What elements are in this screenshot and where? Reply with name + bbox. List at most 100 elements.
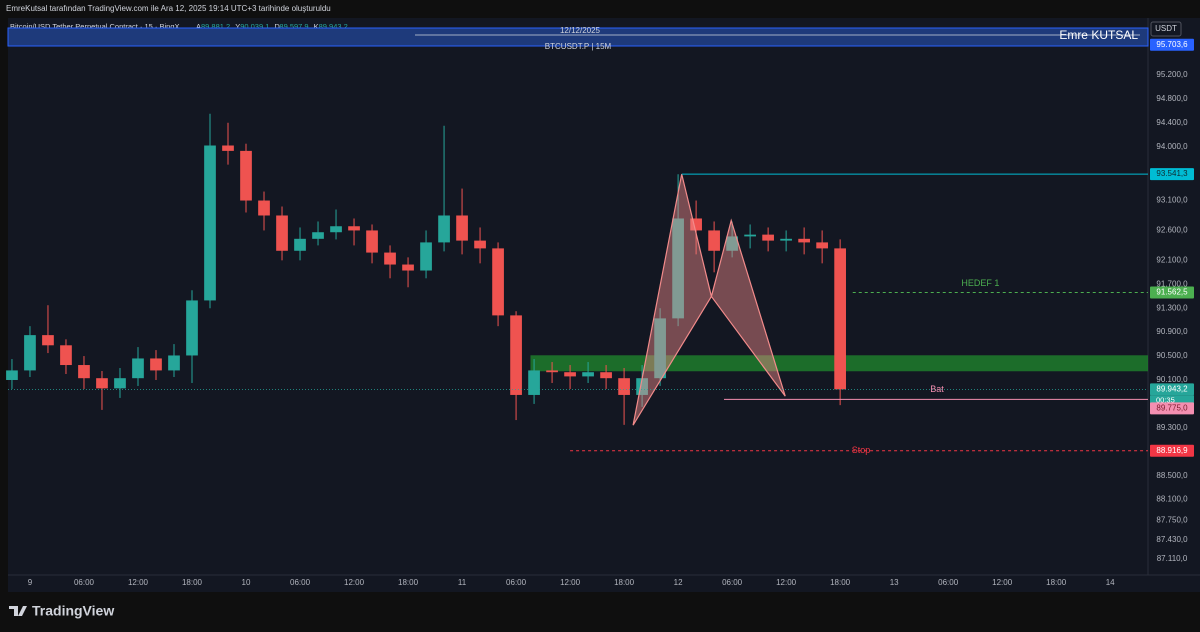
currency: USDT bbox=[1155, 24, 1177, 33]
price-label-box bbox=[1150, 168, 1194, 181]
candle-body bbox=[114, 378, 126, 389]
x-tick-label: 18:00 bbox=[1046, 578, 1067, 587]
candle-body bbox=[798, 238, 810, 243]
candle-body bbox=[24, 335, 36, 371]
candle-body bbox=[438, 215, 450, 243]
candle-body bbox=[600, 372, 612, 379]
candle-body bbox=[510, 315, 522, 395]
price-label-box bbox=[1150, 38, 1194, 51]
candle-body bbox=[330, 226, 342, 233]
x-tick-label: 12:00 bbox=[344, 578, 365, 587]
y-tick-label: 90.500,0 bbox=[1156, 351, 1188, 360]
candle-body bbox=[402, 264, 414, 271]
candle-body bbox=[384, 252, 396, 265]
x-tick-label: 06:00 bbox=[938, 578, 959, 587]
candle-body bbox=[582, 372, 594, 377]
legend-key: Y bbox=[235, 22, 240, 31]
candle-body bbox=[834, 248, 846, 390]
candle-body bbox=[294, 238, 306, 251]
candle-body bbox=[420, 242, 432, 271]
x-tick-label: 12:00 bbox=[128, 578, 149, 587]
pattern-triangle bbox=[710, 218, 786, 397]
candle-body bbox=[762, 234, 774, 241]
legend-value: 89.881,2 bbox=[201, 22, 230, 31]
brand: TradingView bbox=[32, 603, 114, 619]
candle-body bbox=[312, 232, 324, 239]
legend-key: A bbox=[196, 22, 201, 31]
y-tick-label: 89.300,0 bbox=[1156, 423, 1188, 432]
currency-box bbox=[1150, 21, 1182, 37]
x-tick-label: 13 bbox=[890, 578, 899, 587]
candle-body bbox=[150, 358, 162, 371]
credit: EmreKutsal tarafından TradingView.com il… bbox=[6, 4, 331, 13]
legend-key: D bbox=[274, 22, 280, 31]
price-label: 88.916,9 bbox=[1156, 446, 1188, 455]
logo-icon bbox=[9, 606, 27, 616]
entry-label: Bat bbox=[930, 384, 944, 394]
target-label: HEDEF 1 bbox=[961, 278, 999, 288]
x-tick-label: 06:00 bbox=[74, 578, 95, 587]
candle-body bbox=[222, 145, 234, 151]
candle-body bbox=[564, 372, 576, 377]
price-label: 93.541,3 bbox=[1156, 169, 1188, 178]
candle-body bbox=[60, 345, 72, 366]
x-tick-label: 12 bbox=[674, 578, 683, 587]
banner-date: 12/12/2025 bbox=[560, 26, 601, 35]
price-label: 91.562,5 bbox=[1156, 288, 1188, 297]
x-tick-label: 06:00 bbox=[290, 578, 311, 587]
x-tick-label: 10 bbox=[242, 578, 251, 587]
price-label: 89.943,2 bbox=[1156, 384, 1188, 393]
y-tick-label: 88.500,0 bbox=[1156, 471, 1188, 480]
candle-body bbox=[366, 230, 378, 253]
price-label-box bbox=[1150, 444, 1194, 457]
time-axis bbox=[8, 575, 1200, 592]
x-tick-label: 12:00 bbox=[992, 578, 1013, 587]
y-tick-label: 87.750,0 bbox=[1156, 516, 1188, 525]
candle-body bbox=[258, 200, 270, 216]
banner bbox=[7, 27, 1149, 47]
candle-body bbox=[708, 230, 720, 251]
candle-body bbox=[132, 358, 144, 379]
y-tick-label: 94.800,0 bbox=[1156, 94, 1188, 103]
logo: TradingView bbox=[9, 603, 114, 619]
y-tick-label: 88.100,0 bbox=[1156, 495, 1188, 504]
candle-body bbox=[726, 236, 738, 251]
candle-body bbox=[348, 226, 360, 231]
candle-body bbox=[492, 248, 504, 316]
y-tick-label: 91.300,0 bbox=[1156, 303, 1188, 312]
countdown: 00:35 bbox=[1156, 395, 1175, 404]
y-tick-label: 87.430,0 bbox=[1156, 535, 1188, 544]
y-tick-label: 92.600,0 bbox=[1156, 226, 1188, 235]
y-tick-label: 94.400,0 bbox=[1156, 118, 1188, 127]
plot-area bbox=[8, 18, 1148, 575]
candle-body bbox=[654, 318, 666, 379]
price-label-box bbox=[1150, 286, 1194, 299]
x-tick-label: 12:00 bbox=[776, 578, 797, 587]
candle-body bbox=[528, 370, 540, 395]
x-tick-label: 18:00 bbox=[614, 578, 635, 587]
candle-body bbox=[6, 370, 18, 380]
y-tick-label: 94.000,0 bbox=[1156, 142, 1188, 151]
y-tick-label: 91.700,0 bbox=[1156, 279, 1188, 288]
price-label-box bbox=[1150, 383, 1194, 396]
candle-body bbox=[168, 355, 180, 371]
price-label: 89.775,0 bbox=[1156, 404, 1188, 413]
x-tick-label: 06:00 bbox=[506, 578, 527, 587]
candle-body bbox=[636, 378, 648, 395]
candle-body bbox=[780, 238, 792, 241]
banner-author: Emre KUTSAL bbox=[1059, 28, 1138, 42]
countdown-box bbox=[1150, 395, 1194, 406]
legend-value: 89.597,9 bbox=[279, 22, 308, 31]
candle-body bbox=[186, 300, 198, 356]
candle-body bbox=[276, 215, 288, 251]
candle-body bbox=[240, 150, 252, 201]
x-tick-label: 9 bbox=[28, 578, 33, 587]
x-tick-label: 14 bbox=[1106, 578, 1115, 587]
candle-body bbox=[96, 378, 108, 389]
x-tick-label: 18:00 bbox=[830, 578, 851, 587]
x-tick-label: 18:00 bbox=[398, 578, 419, 587]
banner-ticker: BTCUSDT.P | 15M bbox=[545, 42, 612, 51]
candle-body bbox=[690, 218, 702, 231]
candle-body bbox=[816, 242, 828, 249]
